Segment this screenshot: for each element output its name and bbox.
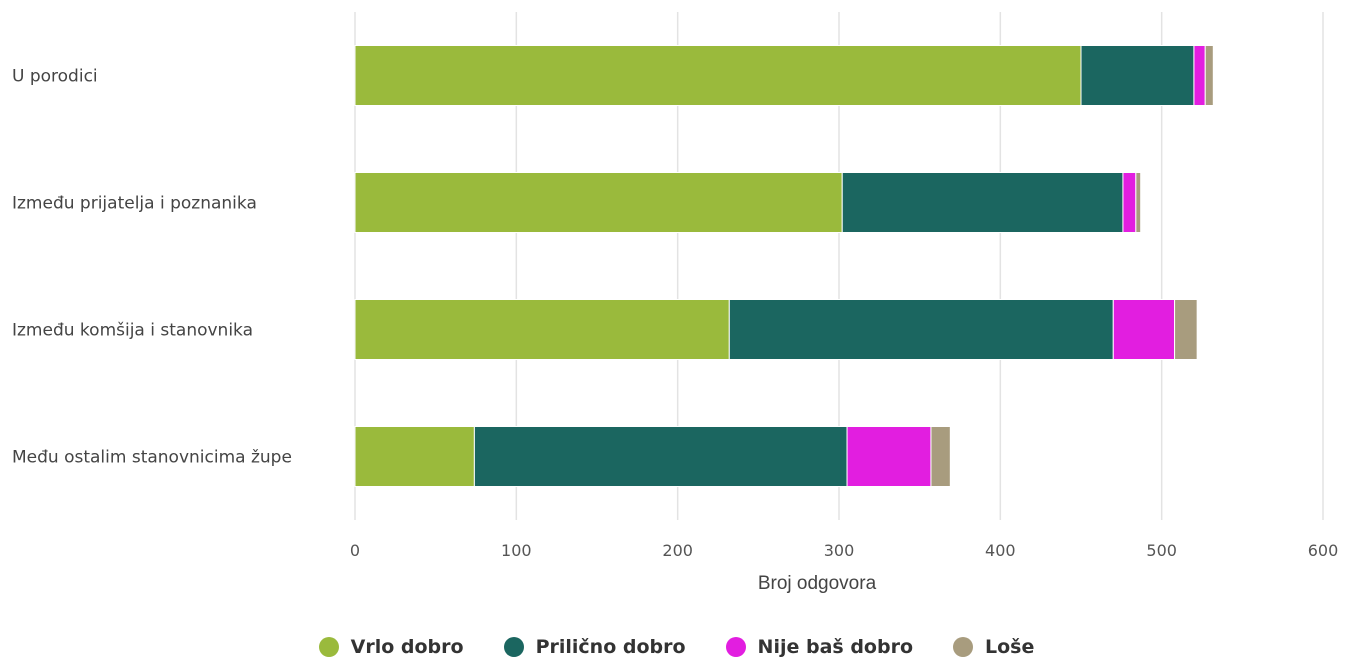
bar-segment xyxy=(841,172,1124,233)
category-label: Među ostalim stanovnicima župe xyxy=(12,448,292,468)
bar-segment xyxy=(846,426,932,487)
bar-segment xyxy=(1080,45,1195,106)
bar-segment xyxy=(1193,45,1206,106)
bar-segment xyxy=(930,426,951,487)
category-labels: U porodici Između prijatelja i poznanika I… xyxy=(12,67,292,468)
legend: Vrlo dobro Prilično dobro Nije baš dobro Lo… xyxy=(0,632,1353,662)
x-tick-label: 300 xyxy=(824,541,855,560)
x-tick-labels: 0 100 200 300 400 500 600 xyxy=(350,541,1338,560)
legend-swatch xyxy=(953,637,973,657)
category-label: Između komšija i stanovnika xyxy=(12,321,253,341)
legend-label: Loše xyxy=(985,636,1035,658)
bar-segment xyxy=(473,426,848,487)
category-label: U porodici xyxy=(12,67,98,87)
x-tick-label: 100 xyxy=(501,541,532,560)
x-tick-label: 500 xyxy=(1146,541,1177,560)
legend-swatch xyxy=(503,637,524,657)
x-tick-label: 600 xyxy=(1308,541,1339,560)
bar-segment xyxy=(1204,45,1214,106)
bar-chart: U porodici Između prijatelja i poznanika I… xyxy=(12,12,1338,594)
bar-segment xyxy=(354,45,1082,106)
category-label: Između prijatelja i poznanika xyxy=(12,194,257,214)
bars xyxy=(354,45,1214,487)
legend-item[interactable]: Loše xyxy=(953,636,1034,658)
legend-swatch xyxy=(318,637,339,657)
legend-swatch xyxy=(725,637,746,657)
legend-item[interactable]: Vrlo dobro xyxy=(318,636,464,658)
bar-segment xyxy=(1112,299,1176,360)
bar-segment xyxy=(1135,172,1142,233)
bar-segment xyxy=(1174,299,1198,360)
bar-segment xyxy=(354,426,475,487)
x-tick-label: 0 xyxy=(350,541,360,560)
x-tick-label: 400 xyxy=(985,541,1016,560)
legend-label: Nije baš dobro xyxy=(757,636,913,658)
bar-segment xyxy=(728,299,1114,360)
bar-segment xyxy=(354,299,730,360)
x-tick-label: 200 xyxy=(662,541,693,560)
legend-item[interactable]: Nije baš dobro xyxy=(725,636,913,658)
bar-segment xyxy=(1122,172,1137,233)
x-axis-title: Broj odgovora xyxy=(758,573,877,594)
legend-label: Vrlo dobro xyxy=(350,636,464,658)
legend-item[interactable]: Prilično dobro xyxy=(503,636,686,658)
bar-segment xyxy=(354,172,843,233)
legend-label: Prilično dobro xyxy=(535,636,686,658)
